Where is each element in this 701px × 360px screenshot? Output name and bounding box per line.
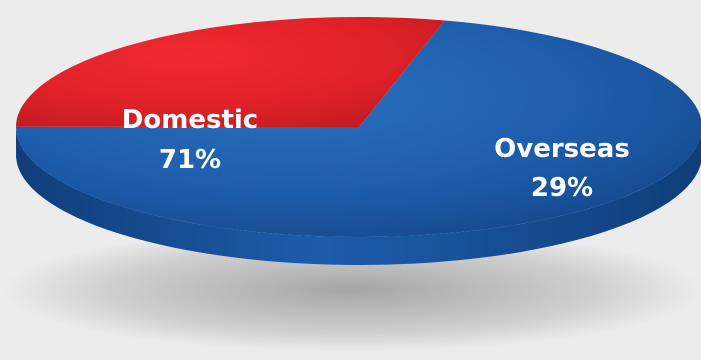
slice-label-overseas-value: 29% (531, 173, 593, 203)
slice-label-domestic-name: Domestic (122, 105, 258, 135)
pie-tops (16, 16, 701, 237)
pie-slice-overseas (16, 16, 445, 127)
slice-label-overseas-name: Overseas (494, 134, 630, 164)
slice-label-domestic-value: 71% (159, 145, 221, 175)
pie-side-domestic (16, 128, 701, 265)
pie-sides (16, 128, 701, 265)
pie-shadow (2, 228, 701, 352)
pie-slice-domestic (16, 20, 701, 237)
